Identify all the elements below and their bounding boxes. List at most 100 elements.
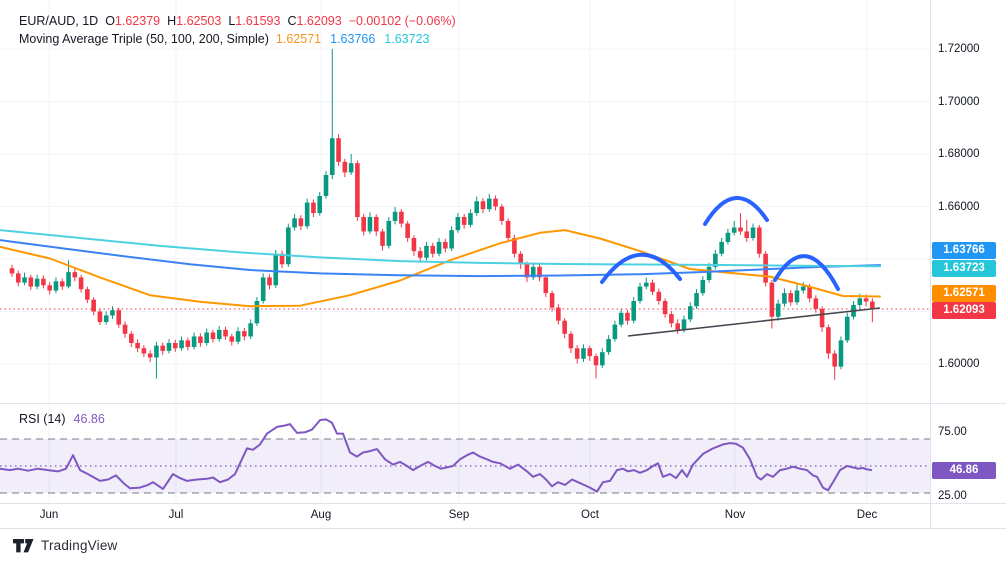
candle-body bbox=[172, 343, 178, 349]
brand-text: TradingView bbox=[41, 538, 118, 553]
pane-separator[interactable] bbox=[0, 403, 1006, 404]
candle-body bbox=[103, 315, 109, 322]
ohlc-close: C1.62093 bbox=[287, 14, 342, 28]
price-axis-label: 1.70000 bbox=[938, 95, 980, 108]
candle-body bbox=[518, 253, 523, 265]
candle-body bbox=[59, 281, 65, 287]
candle-body bbox=[405, 223, 410, 238]
candle-body bbox=[738, 227, 743, 232]
candle-body bbox=[800, 286, 806, 291]
candle-body bbox=[581, 348, 586, 359]
candle-body bbox=[254, 301, 260, 324]
rsi-axis-label: 25.00 bbox=[938, 490, 967, 502]
neckline-trendline bbox=[627, 307, 881, 337]
candle-body bbox=[474, 201, 480, 214]
candle-body bbox=[47, 285, 52, 291]
ma-value: 1.63766 bbox=[330, 32, 376, 46]
time-axis-label: Dec bbox=[856, 509, 878, 521]
candle-body bbox=[179, 340, 184, 349]
time-axis-label: Aug bbox=[310, 509, 332, 521]
candle-body bbox=[286, 227, 291, 265]
candle-body bbox=[813, 298, 819, 309]
candle-body bbox=[606, 339, 611, 353]
ma-line-sma50 bbox=[0, 229, 881, 308]
candle-body bbox=[844, 316, 850, 341]
candle-body bbox=[669, 314, 674, 324]
candle-body bbox=[373, 217, 379, 232]
candle-body bbox=[361, 217, 366, 232]
candle-body bbox=[574, 348, 580, 359]
candle-body bbox=[455, 217, 461, 231]
candle-body bbox=[530, 266, 536, 278]
candle-body bbox=[775, 303, 781, 317]
candle-body bbox=[593, 356, 599, 366]
rsi-value-badge: 46.86 bbox=[932, 461, 996, 479]
candle-body bbox=[304, 202, 310, 227]
candle-body bbox=[248, 323, 253, 337]
candle-body bbox=[367, 217, 373, 232]
candle-body bbox=[757, 227, 762, 254]
head-shoulders-arc bbox=[773, 254, 840, 291]
rsi-value: 46.86 bbox=[73, 412, 105, 426]
candle-body bbox=[392, 211, 398, 221]
candle-body bbox=[713, 253, 718, 267]
candle-body bbox=[28, 277, 34, 287]
price-badge: 1.62571 bbox=[932, 284, 996, 302]
head-shoulders-arc bbox=[703, 196, 769, 226]
rsi-title: RSI (14) bbox=[19, 412, 66, 426]
candle-body bbox=[706, 266, 712, 280]
indicator-values: 1.62571 1.63766 1.63723 bbox=[276, 32, 430, 46]
candle-body bbox=[53, 281, 59, 291]
symbol-legend: EUR/AUD, 1D O1.62379 H1.62503 L1.61593 C… bbox=[19, 14, 456, 28]
price-chart-canvas[interactable] bbox=[0, 0, 930, 530]
candle-body bbox=[832, 353, 837, 367]
candle-body bbox=[273, 253, 279, 286]
candle-body bbox=[97, 311, 103, 322]
candle-body bbox=[34, 278, 40, 287]
candle-body bbox=[116, 310, 122, 325]
ohlc-high: H1.62503 bbox=[167, 14, 222, 28]
candle-body bbox=[838, 340, 844, 367]
candle-body bbox=[694, 293, 699, 307]
tradingview-logo-icon bbox=[13, 538, 34, 552]
head-shoulders-arc bbox=[600, 252, 682, 284]
candle-body bbox=[386, 220, 392, 246]
candle-body bbox=[411, 238, 417, 252]
candle-body bbox=[85, 289, 90, 300]
candle-body bbox=[424, 245, 429, 258]
price-axis-label: 1.66000 bbox=[938, 200, 980, 213]
time-axis-label: Nov bbox=[724, 509, 746, 521]
candle-body bbox=[336, 138, 341, 162]
candle-body bbox=[260, 277, 266, 301]
candle-body bbox=[417, 251, 423, 258]
candle-body bbox=[430, 245, 436, 254]
candle-body bbox=[154, 345, 159, 358]
rsi-legend: RSI (14) 46.86 bbox=[19, 412, 105, 426]
candle-body bbox=[769, 282, 775, 317]
time-axis-separator bbox=[0, 503, 1006, 504]
candle-body bbox=[91, 299, 96, 312]
candle-body bbox=[512, 238, 517, 254]
candle-body bbox=[292, 218, 297, 228]
rsi-line bbox=[0, 418, 873, 493]
candle-body bbox=[819, 308, 825, 328]
candle-body bbox=[700, 280, 706, 294]
candle-body bbox=[499, 206, 505, 221]
tradingview-brand[interactable]: TradingView bbox=[13, 538, 118, 553]
price-change: −0.00102 (−0.06%) bbox=[348, 14, 456, 28]
candle-body bbox=[719, 241, 724, 254]
candle-body bbox=[637, 286, 643, 301]
candle-body bbox=[568, 333, 574, 349]
candle-body bbox=[166, 343, 172, 351]
candle-body bbox=[204, 332, 209, 343]
candle-body bbox=[147, 353, 153, 358]
candle-body bbox=[129, 333, 134, 343]
candle-body bbox=[235, 331, 241, 342]
candle-body bbox=[329, 138, 335, 175]
candle-body bbox=[122, 324, 128, 334]
ma-line-sma200 bbox=[0, 229, 881, 268]
candle-body bbox=[618, 312, 624, 325]
candle-body bbox=[524, 264, 530, 278]
candle-body bbox=[480, 201, 486, 210]
